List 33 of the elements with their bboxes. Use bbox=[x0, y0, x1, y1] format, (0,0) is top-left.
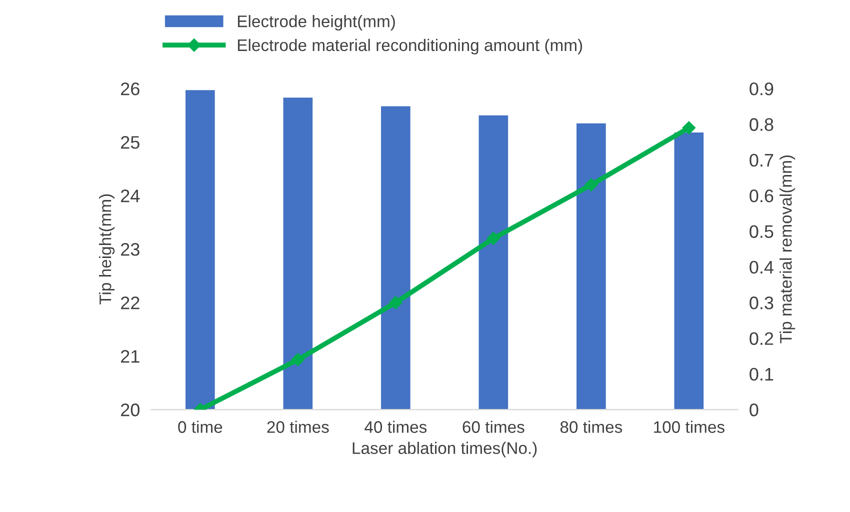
y2-tick-label: 0.4 bbox=[750, 260, 774, 274]
y-tick-label: 25 bbox=[121, 136, 140, 149]
y-tick-label: 21 bbox=[121, 350, 140, 363]
x-tick-label: 60 times bbox=[462, 420, 524, 433]
y-tick-label: 26 bbox=[121, 82, 140, 96]
y-tick-label: 23 bbox=[121, 243, 140, 256]
point bbox=[682, 121, 696, 134]
x-tick-label: 0 time bbox=[178, 420, 222, 433]
y2-tick-label: 0 bbox=[750, 404, 758, 416]
point bbox=[389, 296, 402, 310]
x-tick-label: 80 times bbox=[560, 420, 622, 433]
y-tick-label: 24 bbox=[121, 190, 140, 202]
y2-tick-label: 0.7 bbox=[750, 154, 774, 167]
y2-tick-label: 0.9 bbox=[750, 82, 774, 96]
y2-axis-title: Tip material removal(mm) bbox=[780, 156, 796, 344]
x-axis-title: Laser ablation times(No.) bbox=[352, 442, 537, 458]
x-tick-label: 100 times bbox=[654, 420, 724, 433]
y2-tick-label: 0.8 bbox=[750, 118, 774, 131]
y-tick-label: 22 bbox=[121, 296, 140, 310]
legend-label: Electrode height(mm) bbox=[238, 15, 395, 31]
x-tick-label: 40 times bbox=[364, 420, 427, 433]
point bbox=[291, 353, 305, 366]
point bbox=[584, 178, 598, 192]
point bbox=[486, 232, 500, 245]
y2-tick-label: 0.2 bbox=[750, 332, 774, 345]
y2-tick-label: 0.6 bbox=[750, 190, 774, 202]
y2-tick-label: 0.3 bbox=[750, 296, 774, 310]
y2-tick-label: 0.5 bbox=[750, 225, 774, 238]
y-tick-label: 20 bbox=[121, 404, 140, 416]
x-tick-label: 20 times bbox=[267, 420, 329, 433]
y2-tick-label: 0.1 bbox=[750, 368, 774, 381]
legend-label: Electrode material reconditioning amount (mm) bbox=[238, 38, 582, 54]
y-axis-title: Tip height(mm) bbox=[99, 194, 115, 304]
